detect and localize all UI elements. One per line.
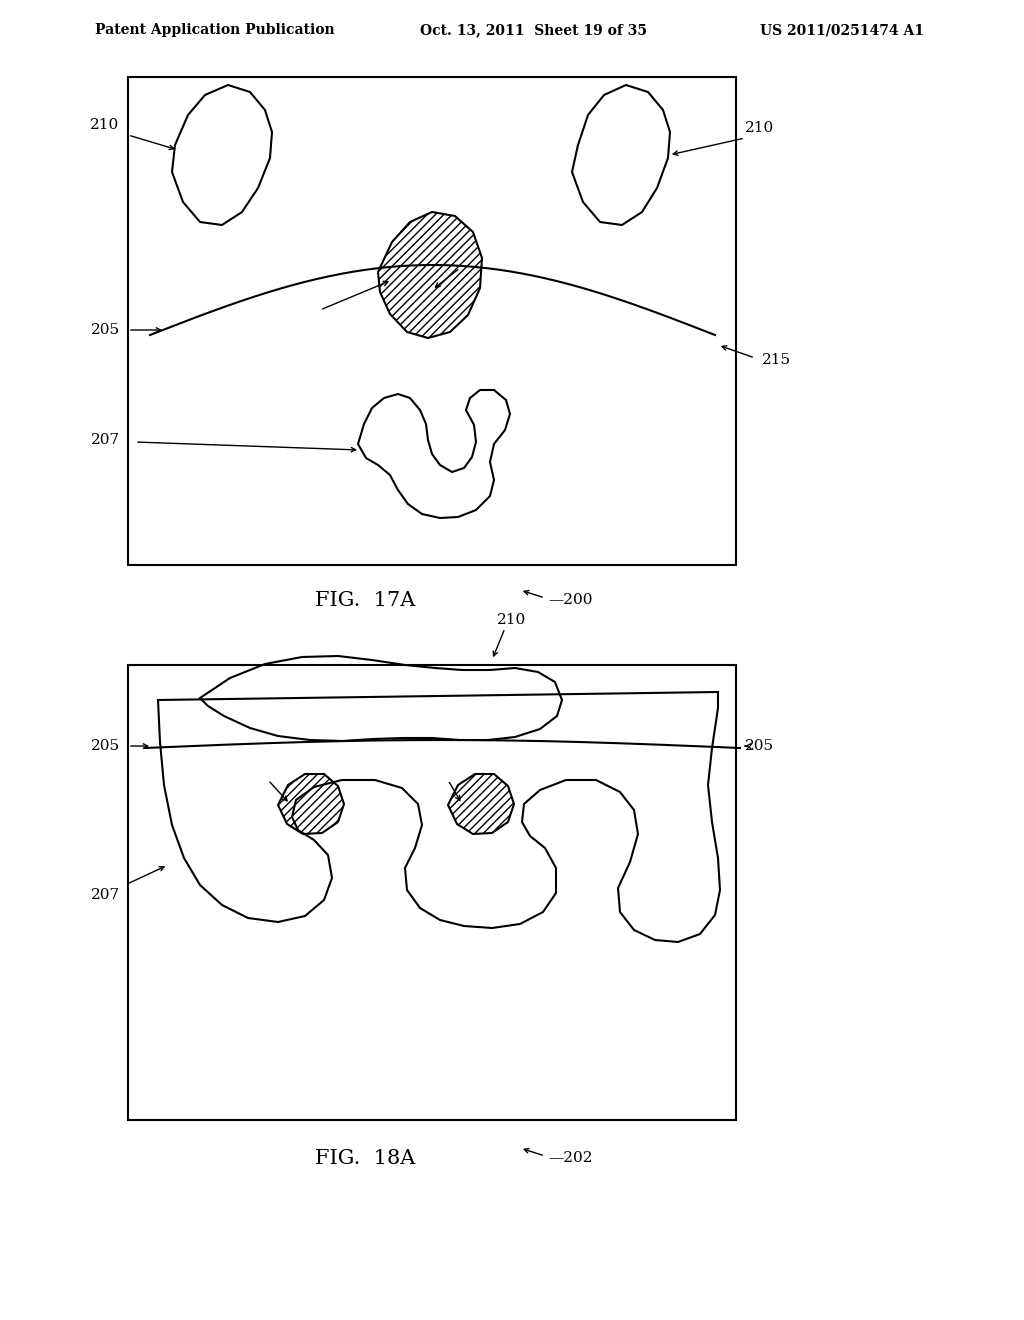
Text: FIG.  18A: FIG. 18A [314, 1148, 415, 1167]
Bar [128, 77, 736, 565]
Text: FIG.  17A: FIG. 17A [314, 590, 415, 610]
Text: 205: 205 [90, 739, 120, 752]
Text: —202: —202 [548, 1151, 593, 1166]
Text: 207: 207 [90, 888, 120, 902]
Text: 210: 210 [90, 117, 120, 132]
Polygon shape [378, 213, 482, 338]
Text: 210: 210 [498, 612, 526, 627]
Polygon shape [449, 774, 514, 834]
Text: US 2011/0251474 A1: US 2011/0251474 A1 [760, 22, 924, 37]
Text: 205: 205 [745, 739, 774, 752]
Text: —200: —200 [548, 593, 593, 607]
Text: Oct. 13, 2011  Sheet 19 of 35: Oct. 13, 2011 Sheet 19 of 35 [420, 22, 647, 37]
Text: Patent Application Publication: Patent Application Publication [95, 22, 335, 37]
Text: 215: 215 [762, 352, 792, 367]
Text: 207: 207 [90, 433, 120, 447]
Polygon shape [278, 774, 344, 834]
Text: 210: 210 [745, 121, 774, 135]
Text: 205: 205 [90, 323, 120, 337]
Bar [128, 665, 736, 1119]
